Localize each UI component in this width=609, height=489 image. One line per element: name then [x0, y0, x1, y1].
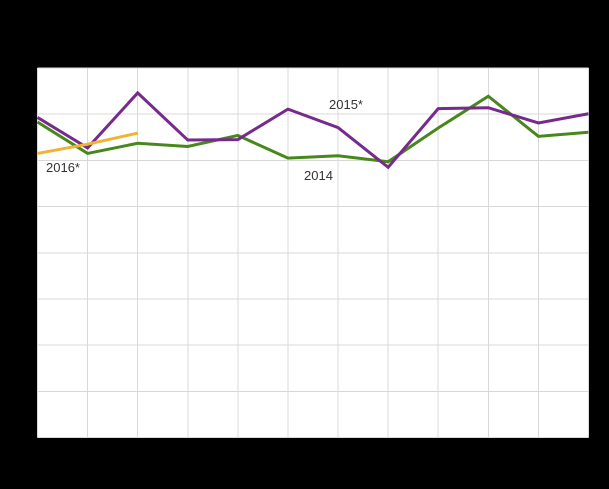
- series-label-2014: 2014: [304, 168, 333, 183]
- series-label-2016: 2016*: [46, 160, 80, 175]
- series-label-2015: 2015*: [329, 97, 363, 112]
